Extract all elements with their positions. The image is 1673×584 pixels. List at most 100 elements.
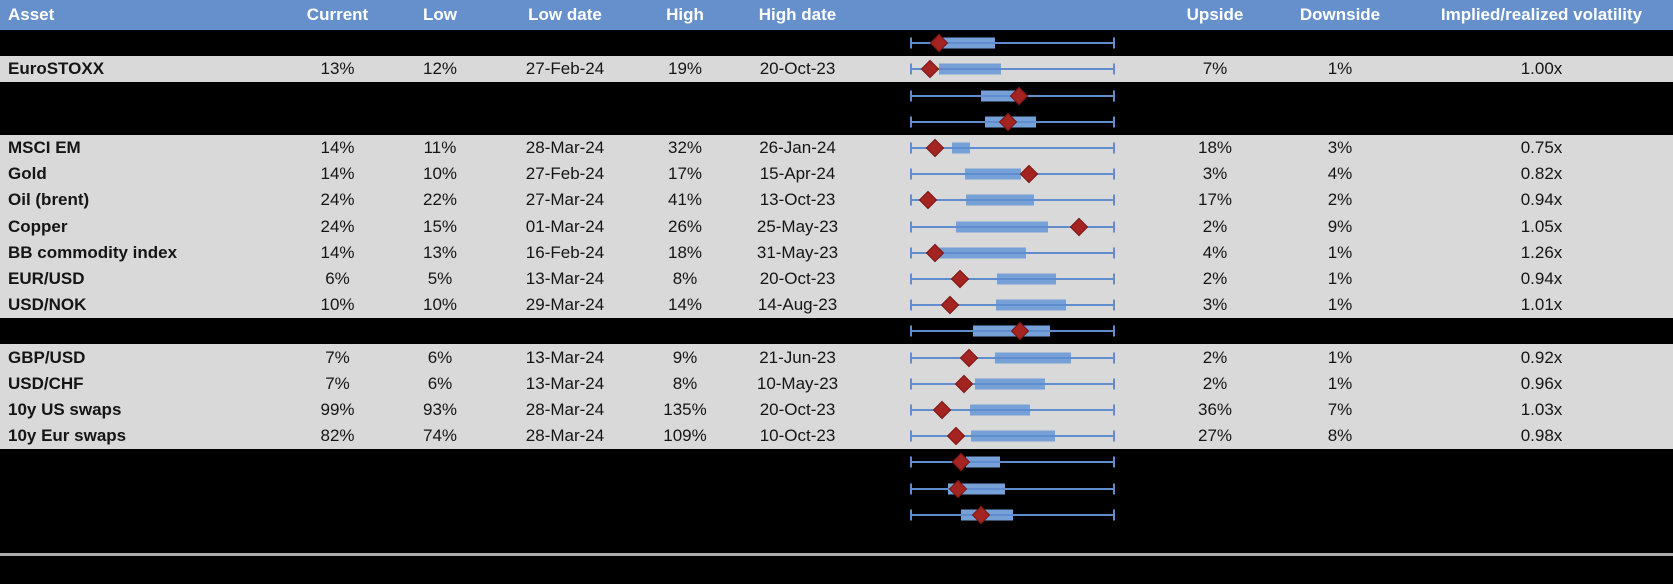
- low-cell: [390, 30, 490, 56]
- high-date-cell: 14-Aug-23: [757, 295, 838, 315]
- current-cell: [285, 475, 390, 501]
- high-date-cell: 13-Oct-23: [759, 190, 836, 210]
- high-cell: [640, 109, 730, 135]
- boxplot-cell: [865, 56, 1160, 82]
- low-date-cell: [490, 318, 640, 344]
- downside-cell: [1270, 318, 1410, 344]
- current-cell: [285, 30, 390, 56]
- table-row: Gold 14% 10% 27-Feb-24 17% 15-Apr-24 3% …: [0, 161, 1673, 188]
- boxplot-cell: [865, 187, 1160, 213]
- high-date-cell: 20-Oct-23: [759, 399, 836, 419]
- current-cell: 99%: [320, 399, 355, 419]
- implied-realized-cell: [1410, 318, 1673, 344]
- low-date-cell: 28-Mar-24: [525, 137, 605, 157]
- boxplot-cell: [865, 213, 1160, 239]
- boxplot: [910, 475, 1115, 501]
- boxplot-cell: [865, 475, 1160, 501]
- upside-cell: 3%: [1202, 164, 1228, 184]
- high-cell: 8%: [672, 268, 698, 288]
- downside-cell: [1270, 82, 1410, 108]
- downside-cell: 7%: [1327, 399, 1353, 419]
- boxplot: [910, 397, 1115, 423]
- downside-cell: 1%: [1327, 242, 1353, 262]
- implied-realized-cell: 0.94x: [1520, 268, 1563, 288]
- asset-cell: 10y Eur swaps: [8, 426, 127, 446]
- current-cell: 82%: [320, 426, 355, 446]
- asset-cell: Gold: [8, 164, 47, 184]
- boxplot-cap-left: [910, 430, 912, 442]
- boxplot: [910, 82, 1115, 108]
- low-cell: 12%: [422, 59, 458, 79]
- low-date-cell: [490, 475, 640, 501]
- low-date-cell: 28-Mar-24: [525, 399, 605, 419]
- low-date-cell: 29-Mar-24: [525, 295, 605, 315]
- low-date-cell: [490, 502, 640, 528]
- downside-cell: 9%: [1327, 216, 1353, 236]
- high-date-cell: 21-Jun-23: [759, 347, 836, 367]
- current-cell: [285, 449, 390, 475]
- table-row: [0, 449, 1673, 476]
- upside-cell: 27%: [1197, 426, 1233, 446]
- low-date-cell: 27-Feb-24: [525, 164, 605, 184]
- boxplot-cap-left: [910, 37, 912, 49]
- upside-cell: 18%: [1197, 137, 1233, 157]
- boxplot-whisker-line: [910, 225, 1115, 228]
- upside-cell: [1160, 82, 1270, 108]
- implied-realized-cell: 0.82x: [1520, 164, 1563, 184]
- boxplot-whisker-line: [910, 251, 1115, 254]
- high-date-cell: [730, 475, 865, 501]
- high-cell: [640, 449, 730, 475]
- boxplot-current-marker: [918, 191, 938, 210]
- asset-cell: [0, 502, 285, 528]
- boxplot-cap-right: [1113, 168, 1115, 180]
- current-cell: 6%: [325, 268, 350, 288]
- implied-realized-cell: 0.92x: [1520, 347, 1563, 367]
- boxplot-cap-left: [910, 221, 912, 233]
- boxplot-whisker-line: [910, 435, 1115, 438]
- implied-realized-cell: 1.01x: [1520, 295, 1563, 315]
- low-cell: [390, 449, 490, 475]
- implied-realized-cell: 0.98x: [1520, 426, 1563, 446]
- boxplot-current-marker: [1019, 164, 1039, 184]
- low-date-cell: [490, 30, 640, 56]
- table-row: 10y US swaps 99% 93% 28-Mar-24 135% 20-O…: [0, 396, 1673, 424]
- boxplot-cap-right: [1113, 116, 1115, 128]
- boxplot-cap-right: [1113, 378, 1115, 390]
- boxplot: [910, 318, 1115, 344]
- low-cell: 13%: [422, 242, 458, 262]
- current-cell: 7%: [325, 373, 350, 393]
- table-row: EuroSTOXX 13% 12% 27-Feb-24 19% 20-Oct-2…: [0, 56, 1673, 83]
- asset-cell: EuroSTOXX: [8, 59, 105, 79]
- boxplot-cell: [865, 109, 1160, 135]
- asset-cell: USD/NOK: [8, 295, 87, 315]
- boxplot: [910, 161, 1115, 187]
- boxplot-cap-right: [1113, 142, 1115, 154]
- asset-cell: Copper: [8, 216, 68, 236]
- boxplot-cap-left: [910, 142, 912, 154]
- upside-cell: [1160, 449, 1270, 475]
- boxplot-current-marker: [950, 269, 970, 289]
- boxplot: [910, 423, 1115, 449]
- boxplot-whisker-line: [910, 68, 1115, 71]
- boxplot-cell: [865, 161, 1160, 187]
- table-body: EuroSTOXX 13% 12% 27-Feb-24 19% 20-Oct-2…: [0, 30, 1673, 528]
- current-cell: 24%: [320, 216, 355, 236]
- downside-cell: 1%: [1327, 59, 1353, 79]
- implied-realized-cell: 1.26x: [1520, 242, 1563, 262]
- boxplot-cap-right: [1113, 247, 1115, 259]
- boxplot-whisker-line: [910, 173, 1115, 176]
- asset-cell: [0, 475, 285, 501]
- boxplot-cap-left: [910, 299, 912, 311]
- upside-cell: [1160, 318, 1270, 344]
- boxplot-cap-right: [1113, 37, 1115, 49]
- implied-realized-cell: 0.94x: [1520, 190, 1563, 210]
- current-cell: 14%: [320, 242, 355, 262]
- boxplot-cell: [865, 449, 1160, 475]
- boxplot-whisker-line: [910, 304, 1115, 307]
- asset-cell: Oil (brent): [8, 190, 90, 210]
- implied-realized-cell: 1.00x: [1520, 59, 1563, 79]
- boxplot-cell: [865, 397, 1160, 423]
- boxplot: [910, 292, 1115, 318]
- boxplot-whisker-line: [910, 356, 1115, 359]
